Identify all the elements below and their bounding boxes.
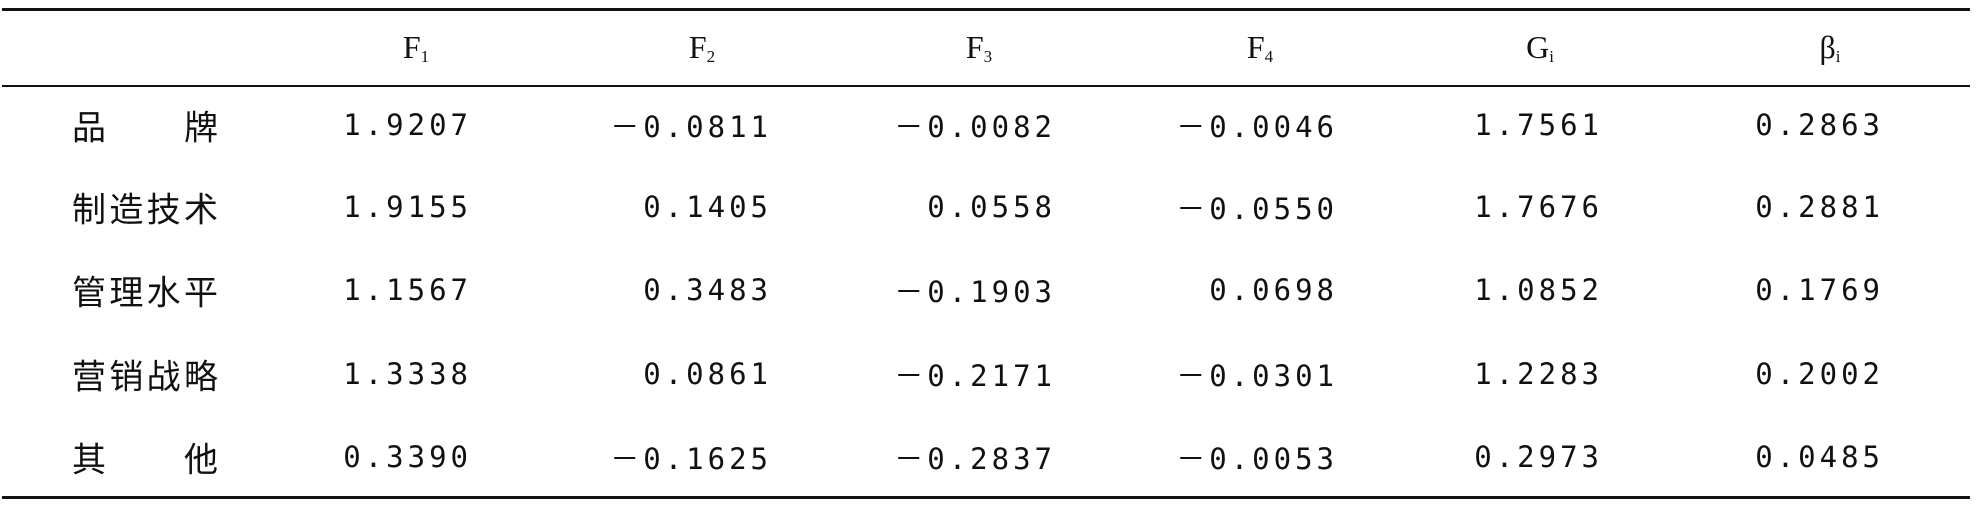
column-header: F1: [403, 29, 429, 67]
cell: 0.0861: [643, 357, 772, 391]
cell: －0.1625: [610, 442, 772, 476]
row-label: 品牌: [72, 108, 218, 149]
row-label: 管理水平: [72, 273, 218, 314]
column-header: Gi: [1526, 29, 1554, 67]
cell: 1.9155: [343, 190, 472, 224]
cell: 0.0485: [1755, 440, 1884, 474]
header-base: G: [1526, 29, 1550, 65]
row-label: 营销战略: [72, 357, 218, 398]
header-subscript: 1: [420, 47, 430, 66]
cell: －0.0811: [610, 110, 772, 144]
cell: 0.2863: [1755, 108, 1884, 142]
column-header: F3: [966, 29, 992, 67]
cell: 1.0852: [1474, 273, 1603, 307]
cell: 0.0698: [1209, 273, 1338, 307]
top-rule: [2, 8, 1970, 11]
cell: 1.3338: [343, 357, 472, 391]
header-base: β: [1819, 29, 1836, 65]
header-subscript: i: [1835, 47, 1841, 66]
bottom-rule: [2, 496, 1970, 499]
header-base: F: [402, 29, 421, 65]
cell: －0.2837: [894, 442, 1056, 476]
cell: －0.0046: [1176, 110, 1338, 144]
cell: －0.0082: [894, 110, 1056, 144]
column-header: F2: [689, 29, 715, 67]
cell: －0.1903: [894, 275, 1056, 309]
cell: 1.9207: [343, 108, 472, 142]
cell: 1.1567: [343, 273, 472, 307]
header-base: F: [1246, 29, 1265, 65]
header-subscript: i: [1549, 47, 1554, 66]
cell: 0.2002: [1755, 357, 1884, 391]
cell: 1.2283: [1474, 357, 1603, 391]
column-header: βi: [1819, 29, 1840, 67]
header-subscript: 2: [706, 47, 716, 66]
header-rule: [2, 85, 1970, 87]
cell: 0.1769: [1755, 273, 1884, 307]
header-base: F: [965, 29, 984, 65]
cell: 0.2973: [1474, 440, 1603, 474]
cell: 1.7676: [1474, 190, 1603, 224]
row-label: 制造技术: [72, 190, 218, 231]
row-label: 其他: [72, 440, 218, 481]
cell: 0.2881: [1755, 190, 1884, 224]
cell: －0.0053: [1176, 442, 1338, 476]
cell: －0.2171: [894, 359, 1056, 393]
cell: 0.3390: [343, 440, 472, 474]
header-subscript: 3: [983, 47, 993, 66]
header-subscript: 4: [1264, 47, 1274, 66]
cell: 0.0558: [927, 190, 1056, 224]
cell: 0.1405: [643, 190, 772, 224]
column-header: F4: [1247, 29, 1273, 67]
header-base: F: [688, 29, 707, 65]
cell: －0.0550: [1176, 192, 1338, 226]
cell: 1.7561: [1474, 108, 1603, 142]
cell: －0.0301: [1176, 359, 1338, 393]
cell: 0.3483: [643, 273, 772, 307]
